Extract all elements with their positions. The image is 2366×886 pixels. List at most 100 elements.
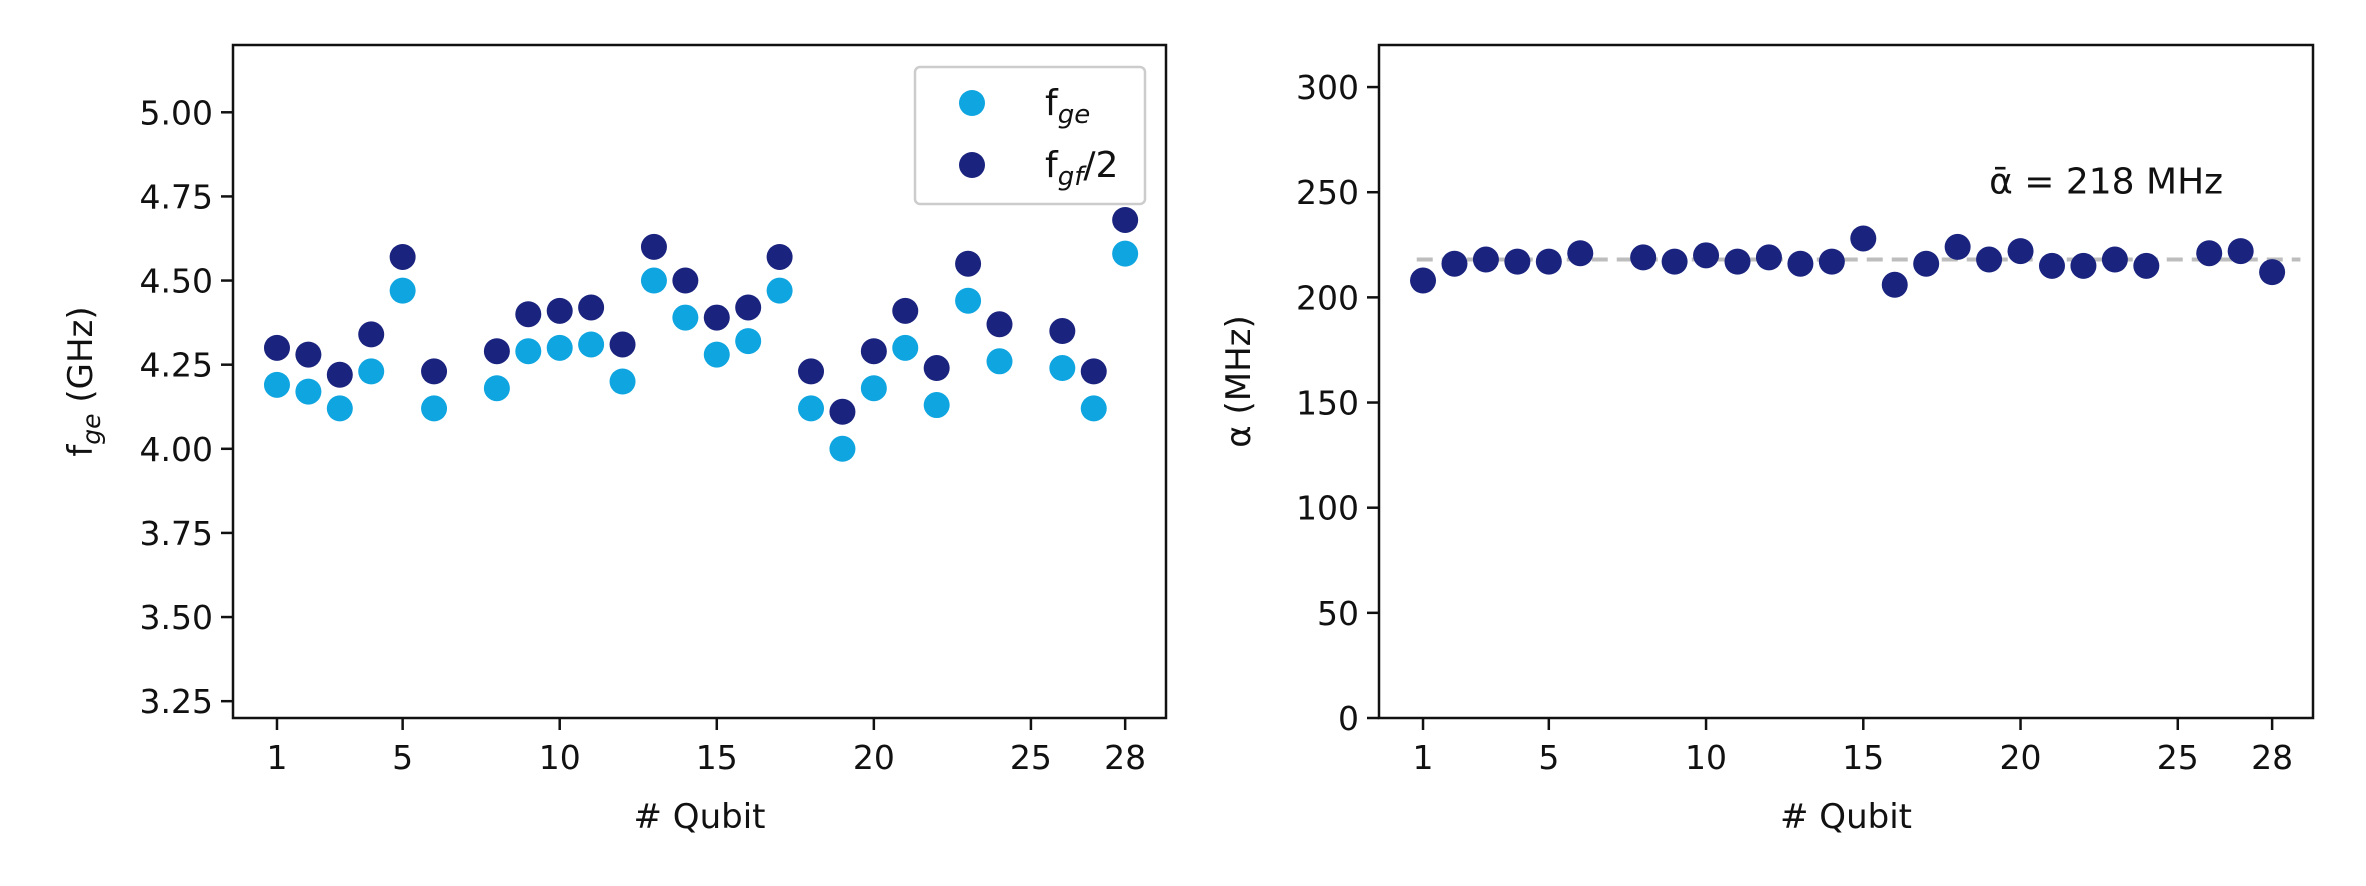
y-tick-label: 3.75 <box>140 514 213 553</box>
data-point-series1-qubit-13 <box>640 233 667 260</box>
data-point-series0-qubit-14 <box>672 304 699 331</box>
data-point-series0-qubit-8 <box>483 375 510 402</box>
legend-label-series0: fge <box>1045 83 1090 130</box>
data-point-series1-qubit-23 <box>955 250 982 277</box>
data-point-series1-qubit-6 <box>421 358 448 385</box>
legend-label-series1: fgf/2 <box>1045 145 1118 192</box>
x-tick-label: 28 <box>2251 738 2293 777</box>
data-point-series0-qubit-18 <box>1944 233 1971 260</box>
data-point-series0-qubit-3 <box>1472 246 1499 273</box>
y-tick-label: 0 <box>1338 699 1359 738</box>
data-point-series1-qubit-22 <box>923 355 950 382</box>
legend-marker-series0 <box>959 90 985 116</box>
data-point-series0-qubit-11 <box>1724 248 1751 275</box>
data-point-series0-qubit-26 <box>1049 355 1076 382</box>
data-point-series0-qubit-12 <box>1755 244 1782 271</box>
data-point-series0-qubit-27 <box>1080 395 1107 422</box>
data-point-series1-qubit-9 <box>515 301 542 328</box>
x-tick-label: 5 <box>1538 738 1559 777</box>
data-point-series1-qubit-15 <box>703 304 730 331</box>
x-tick-label: 20 <box>853 738 895 777</box>
legend-label-sub: gf <box>1058 162 1088 192</box>
mean-annotation: ᾱ = 218 MHz <box>1989 162 2223 203</box>
data-point-series0-qubit-1 <box>263 371 290 398</box>
data-point-series0-qubit-14 <box>1818 248 1845 275</box>
data-point-series1-qubit-20 <box>860 338 887 365</box>
data-point-series1-qubit-28 <box>1112 206 1139 233</box>
data-point-series1-qubit-1 <box>263 334 290 361</box>
data-point-series0-qubit-20 <box>2007 238 2034 265</box>
data-point-series0-qubit-19 <box>829 435 856 462</box>
data-point-series0-qubit-23 <box>955 287 982 314</box>
y-axis-label: fge (GHz) <box>61 306 106 456</box>
y-axis-label-main: f <box>61 444 101 457</box>
data-point-series0-qubit-23 <box>2101 246 2128 273</box>
data-point-series1-qubit-3 <box>326 361 353 388</box>
data-point-series1-qubit-26 <box>1049 318 1076 345</box>
y-axis-label-sub: ge <box>77 413 106 444</box>
data-point-series0-qubit-17 <box>1913 250 1940 277</box>
data-point-series1-qubit-19 <box>829 398 856 425</box>
data-point-series0-qubit-22 <box>2070 252 2097 279</box>
y-tick-label: 300 <box>1296 68 1359 107</box>
y-tick-label: 3.50 <box>140 598 213 637</box>
data-point-series0-qubit-15 <box>1850 225 1877 252</box>
plot-frame <box>231 43 1168 720</box>
y-tick-label: 4.00 <box>140 430 213 469</box>
data-point-series0-qubit-4 <box>358 358 385 385</box>
left-chart-panel: 1 5 10 15 20 25 283.253.503.754.004.254.504.75… <box>61 43 1168 837</box>
legend-label-tail: /2 <box>1083 145 1118 186</box>
data-point-series0-qubit-3 <box>326 395 353 422</box>
y-axis-label: α (MHz) <box>1219 315 1259 448</box>
x-tick-label: 10 <box>539 738 581 777</box>
data-point-series0-qubit-11 <box>578 331 605 358</box>
x-tick-label: 20 <box>2000 738 2042 777</box>
data-point-series1-qubit-18 <box>798 358 825 385</box>
x-tick-label: 15 <box>696 738 738 777</box>
data-point-series1-qubit-11 <box>578 294 605 321</box>
data-point-series0-qubit-2 <box>295 378 322 405</box>
y-tick-label: 5.00 <box>140 93 213 132</box>
x-tick-label: 10 <box>1685 738 1727 777</box>
x-axis-label: # Qubit <box>634 797 766 837</box>
plot-frame <box>1377 43 2315 720</box>
data-point-series0-qubit-6 <box>1567 240 1594 267</box>
y-tick-label: 250 <box>1296 173 1359 212</box>
x-tick-label: 25 <box>1010 738 1052 777</box>
data-point-series0-qubit-19 <box>1976 246 2003 273</box>
x-tick-label: 1 <box>266 738 287 777</box>
data-point-series1-qubit-12 <box>609 331 636 358</box>
x-tick-label: 1 <box>1413 738 1434 777</box>
data-point-series0-qubit-8 <box>1630 244 1657 271</box>
y-tick-label: 50 <box>1317 594 1359 633</box>
x-axis-label: # Qubit <box>1780 797 1912 837</box>
y-axis-label-unit: (GHz) <box>61 306 101 413</box>
data-point-series0-qubit-5 <box>1535 248 1562 275</box>
data-point-series0-qubit-27 <box>2227 238 2254 265</box>
y-tick-label: 4.25 <box>140 346 213 385</box>
data-point-series1-qubit-10 <box>546 297 573 324</box>
data-point-series0-qubit-24 <box>986 348 1013 375</box>
data-point-series1-qubit-5 <box>389 243 416 270</box>
data-point-series1-qubit-4 <box>358 321 385 348</box>
data-point-series1-qubit-8 <box>483 338 510 365</box>
data-point-series0-qubit-15 <box>703 341 730 368</box>
data-point-series0-qubit-20 <box>860 375 887 402</box>
data-point-series0-qubit-13 <box>640 267 667 294</box>
data-point-series0-qubit-17 <box>766 277 793 304</box>
data-point-series1-qubit-17 <box>766 243 793 270</box>
legend-marker-series1 <box>959 152 985 178</box>
data-point-series1-qubit-14 <box>672 267 699 294</box>
data-point-series1-qubit-27 <box>1080 358 1107 385</box>
x-tick-label: 5 <box>392 738 413 777</box>
data-point-series0-qubit-9 <box>1661 248 1688 275</box>
data-point-series0-qubit-12 <box>609 368 636 395</box>
data-point-series1-qubit-2 <box>295 341 322 368</box>
y-tick-label: 3.25 <box>140 682 213 721</box>
data-point-series0-qubit-26 <box>2196 240 2223 267</box>
x-tick-label: 25 <box>2157 738 2199 777</box>
legend-label-sub: ge <box>1058 100 1091 130</box>
data-point-series0-qubit-2 <box>1441 250 1468 277</box>
